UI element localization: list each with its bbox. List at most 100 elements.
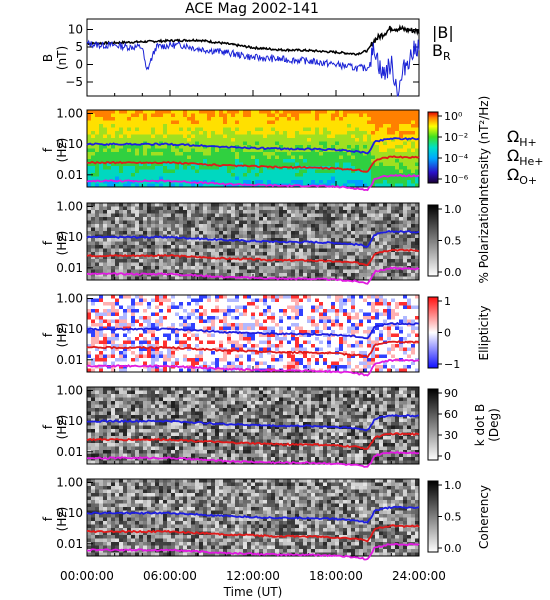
coherency-spectrogram: [87, 479, 420, 557]
time-tick-4: 24:00:00: [392, 569, 446, 583]
intensity-gyro-O-line: [86, 173, 420, 192]
time-axis: 00:00:00 06:00:00 12:00:00 18:00:00 24:0…: [60, 569, 446, 599]
intensity-colorbar-tick: 10⁻²: [444, 131, 468, 144]
polarization-panel: 1.00 0.10 0.01 f (Hz) 1.0 0.5 0.0 % Polarization: [41, 199, 491, 285]
time-tick-2: 12:00:00: [226, 569, 280, 583]
polarization-ytick-label: 0.01: [56, 261, 83, 275]
legend-omega-he: ΩHe+: [507, 146, 544, 168]
intensity-panel: 1.00 0.10 0.01 f (Hz) 10⁰ 10⁻² 10⁻⁴ 10⁻⁶ Intensit…: [41, 96, 491, 201]
legend-omega-o: ΩO+: [507, 165, 537, 187]
polarization-gyro-He-line: [87, 248, 420, 267]
intensity-ylabel-top: f: [41, 147, 55, 152]
legend-b-radial: BR: [432, 41, 451, 63]
ellipticity-gyro-O-line: [86, 358, 420, 377]
intensity-spectrogram: [87, 110, 420, 188]
time-tick-3: 18:00:00: [309, 569, 363, 583]
b-ylabel-bottom: (nT): [55, 46, 69, 70]
b-total-line: [86, 24, 420, 56]
kdotb-gyro-H-line: [86, 414, 419, 432]
ellipticity-ytick-label: 0.10: [56, 322, 83, 336]
coherency-panel: 1.00 0.10 0.01 f (Hz) 1.0 0.5 0.0 Coherency: [41, 475, 491, 561]
kdotb-spectrogram: [87, 387, 420, 465]
coherency-ytick-label: 0.10: [56, 506, 83, 520]
time-tick-0: 00:00:00: [60, 569, 114, 583]
ellipticity-gyro-He-line: [86, 340, 420, 359]
kdotb-gyro-O-line: [86, 450, 420, 468]
intensity-colorbar-tick: 10⁰: [444, 110, 463, 123]
ellipticity-gyro-H-line: [86, 322, 420, 340]
polarization-colorbar-tick: 0.0: [444, 266, 462, 279]
coherency-colorbar-label: Coherency: [477, 485, 491, 549]
intensity-colorbar-tick: 10⁻⁴: [444, 152, 469, 165]
coherency-ylabel-bottom: (Hz): [55, 507, 69, 532]
polarization-spectrogram: [87, 203, 420, 281]
kdotb-ytick-label: 1.00: [56, 383, 83, 397]
polarization-colorbar-label: % Polarization: [477, 199, 491, 284]
intensity-colorbar-tick: 10⁻⁶: [444, 173, 469, 186]
polarization-colorbar: 1.0 0.5 0.0 % Polarization: [427, 199, 491, 284]
polarization-ylabel-top: f: [41, 240, 55, 245]
time-tick-1: 06:00:00: [143, 569, 197, 583]
coherency-colorbar: 1.0 0.5 0.0 Coherency: [427, 479, 491, 555]
legend-b-total: |B|: [432, 23, 454, 42]
kdotb-colorbar-label: (Deg): [487, 408, 501, 442]
b-ytick-label: −5: [65, 75, 83, 89]
coherency-gyro-He-line: [86, 524, 420, 543]
intensity-ytick-label: 0.01: [56, 168, 83, 182]
ellipticity-ytick-label: 1.00: [56, 291, 83, 305]
kdotb-colorbar-tick: 90: [444, 387, 458, 400]
ellipticity-colorbar-tick: −1: [444, 358, 460, 371]
ellipticity-colorbar: 1 0 −1 Ellipticity: [427, 295, 491, 371]
b-ytick-label: 5: [75, 40, 83, 54]
polarization-ylabel-bottom: (Hz): [55, 231, 69, 256]
kdotb-ytick-label: 0.10: [56, 414, 83, 428]
intensity-gyro-He-line: [86, 155, 420, 173]
ellipticity-ytick-label: 0.01: [56, 353, 83, 367]
kdotb-ylabel-top: f: [41, 424, 55, 429]
kdotb-colorbar: 90 60 30 0 k dot B (Deg): [427, 387, 501, 463]
b-ylabel-top: B: [41, 54, 55, 62]
kdotb-colorbar-tick: 60: [444, 408, 458, 421]
legend-omega-h: ΩH+: [507, 127, 537, 149]
polarization-ytick-label: 1.00: [56, 199, 83, 213]
ellipticity-ylabel-top: f: [41, 332, 55, 337]
kdotb-ytick-label: 0.01: [56, 445, 83, 459]
coherency-colorbar-tick: 0.5: [444, 511, 462, 524]
ellipticity-ylabel-bottom: (Hz): [55, 323, 69, 348]
ellipticity-colorbar-tick: 1: [444, 295, 451, 308]
b-ytick-label: 10: [68, 23, 83, 37]
kdotb-panel: 1.00 0.10 0.01 f (Hz) 90 60 30 0 k dot B (Deg): [41, 383, 501, 468]
b-field-panel: 10 5 0 −5 B (nT) |B| BR: [41, 18, 454, 97]
coherency-ytick-label: 0.01: [56, 537, 83, 551]
x-axis-label: Time (UT): [223, 585, 283, 599]
intensity-colorbar-label: Intensity (nT²/Hz): [477, 96, 491, 201]
polarization-colorbar-tick: 1.0: [444, 203, 462, 216]
ellipticity-colorbar-label: Ellipticity: [477, 306, 491, 361]
intensity-ytick-label: 1.00: [56, 106, 83, 120]
ellipticity-panel: 1.00 0.10 0.01 f (Hz) 1 0 −1 Ellipticity: [41, 291, 491, 377]
coherency-colorbar-tick: 0.0: [444, 542, 462, 555]
intensity-colorbar: 10⁰ 10⁻² 10⁻⁴ 10⁻⁶ Intensity (nT²/Hz): [427, 96, 491, 201]
b-radial-line: [86, 39, 420, 97]
polarization-ytick-label: 0.10: [56, 230, 83, 244]
polarization-gyro-H-line: [86, 230, 420, 248]
figure-title: ACE Mag 2002-141: [185, 1, 319, 17]
intensity-gyro-H-line: [86, 136, 420, 155]
polarization-colorbar-tick: 0.5: [444, 235, 462, 248]
polarization-gyro-O-line: [87, 266, 420, 285]
kdotb-ylabel-bottom: (Hz): [55, 415, 69, 440]
kdotb-gyro-He-line: [86, 432, 420, 450]
intensity-ylabel-bottom: (Hz): [55, 138, 69, 163]
ellipticity-colorbar-tick: 0: [444, 327, 451, 340]
coherency-gyro-O-line: [86, 542, 420, 561]
kdotb-colorbar-tick: 30: [444, 429, 458, 442]
coherency-ytick-label: 1.00: [56, 475, 83, 489]
gyro-legend: ΩH+ ΩHe+ ΩO+: [507, 127, 544, 187]
b-ytick-label: 0: [75, 58, 83, 72]
kdotb-colorbar-label: k dot B: [473, 404, 487, 446]
coherency-ylabel-top: f: [41, 516, 55, 521]
coherency-gyro-H-line: [87, 505, 420, 524]
intensity-ytick-label: 0.10: [56, 137, 83, 151]
coherency-colorbar-tick: 1.0: [444, 479, 462, 492]
